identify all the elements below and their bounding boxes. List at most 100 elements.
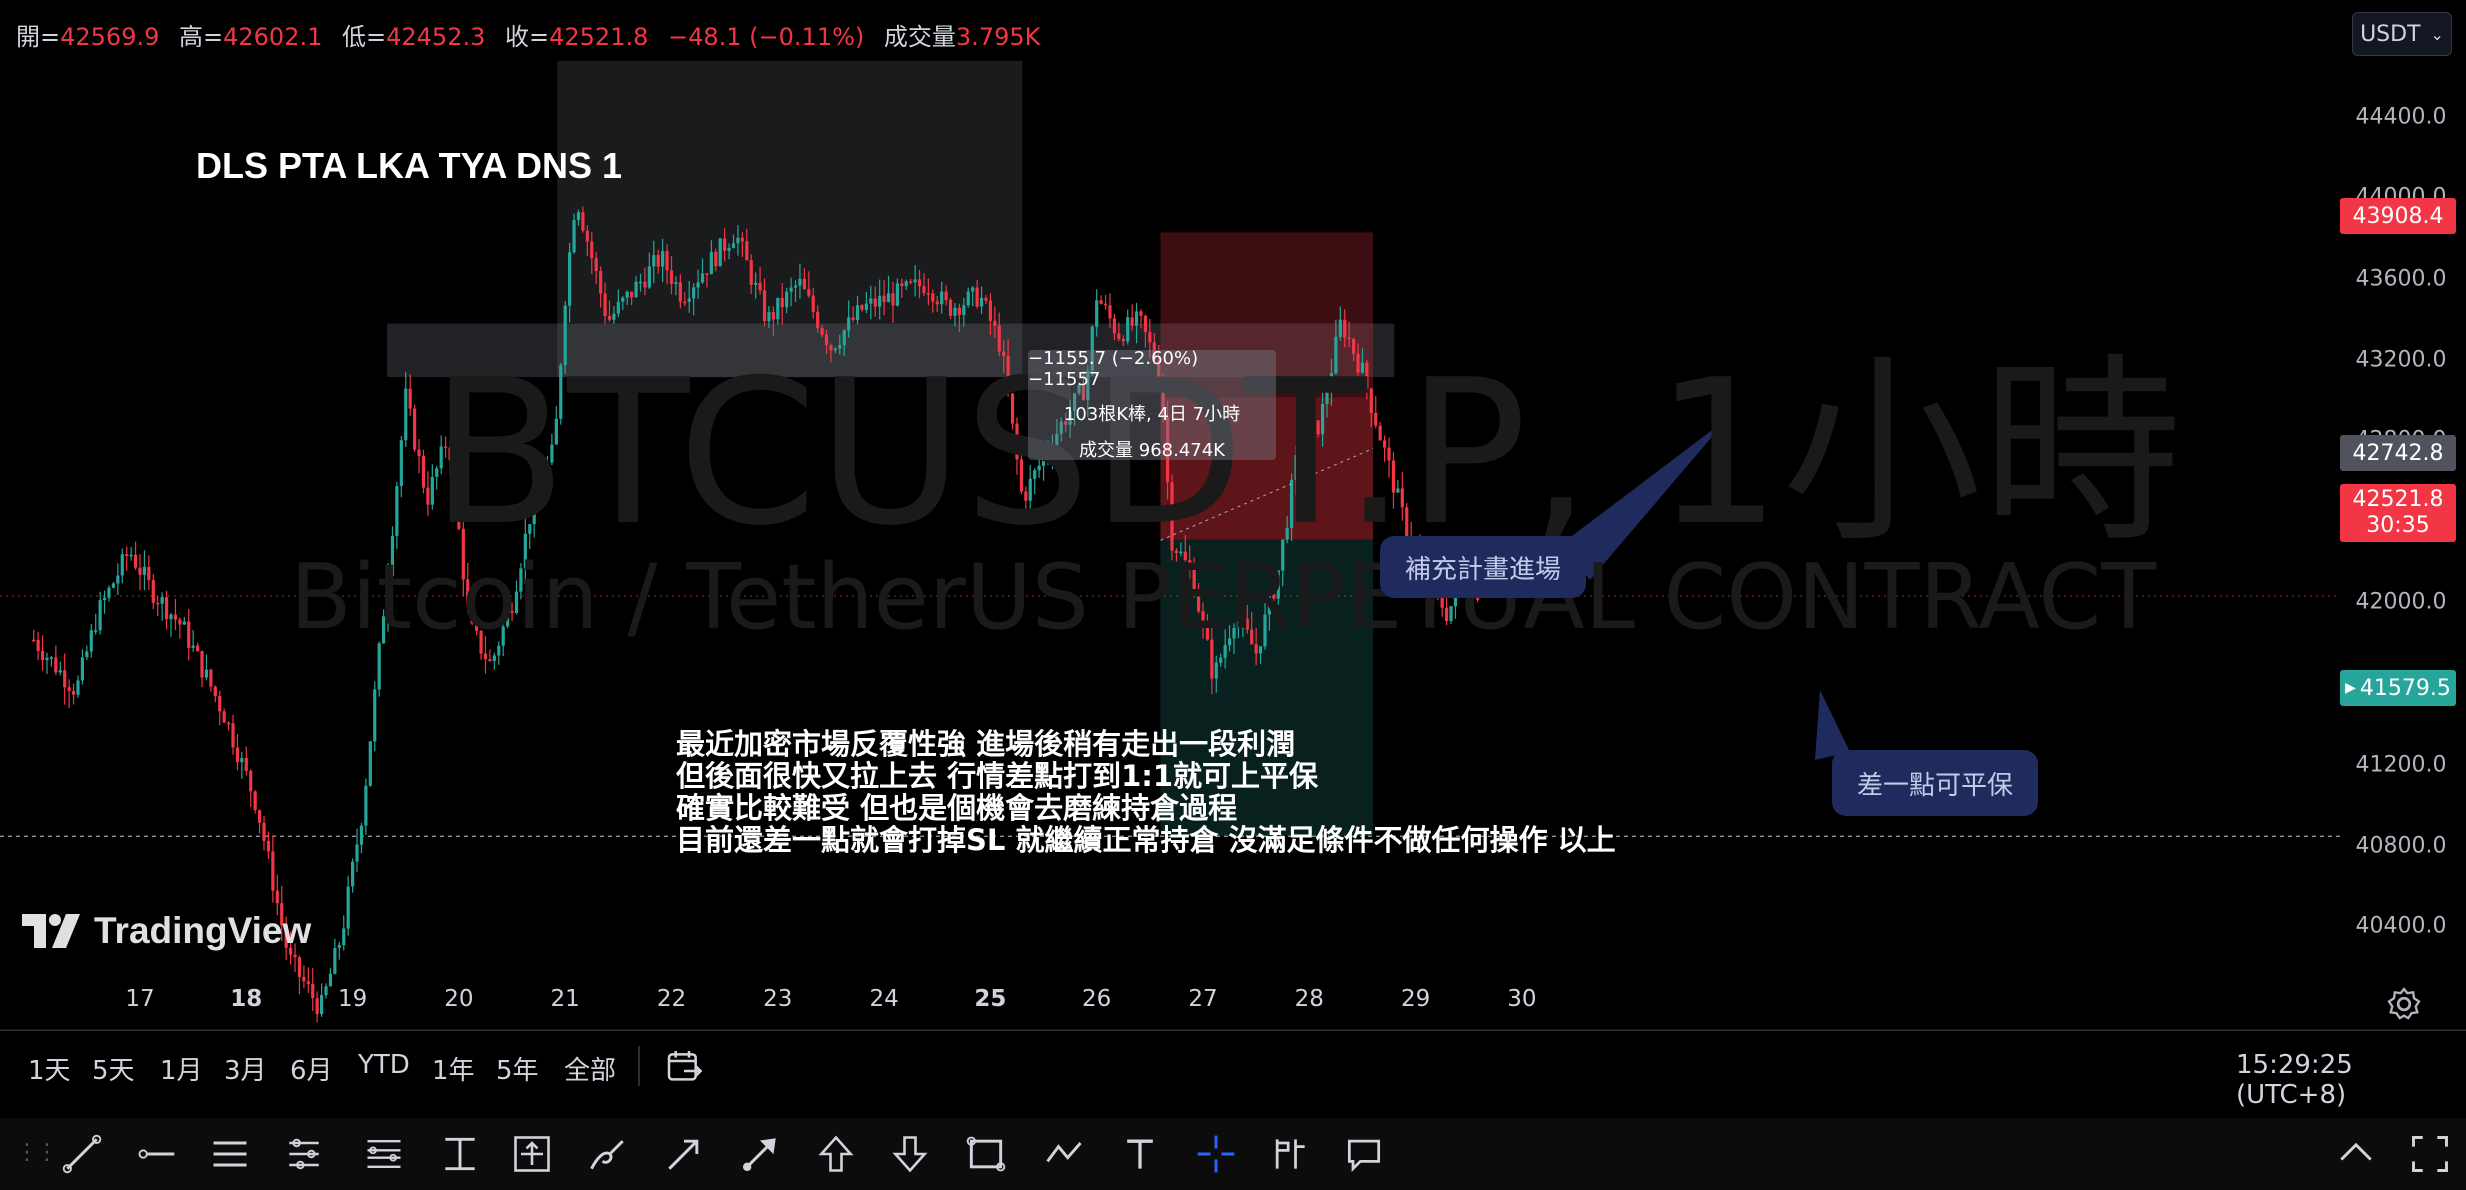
range-button[interactable]: 6月 xyxy=(290,1056,333,1086)
range-button[interactable]: 5年 xyxy=(496,1056,539,1086)
candle-body xyxy=(886,293,891,303)
range-divider xyxy=(638,1046,640,1086)
candle xyxy=(931,289,935,313)
candle-body xyxy=(111,583,116,588)
gear-icon[interactable] xyxy=(2384,984,2424,1024)
candle xyxy=(288,931,293,965)
trend-line-tool[interactable] xyxy=(58,1130,106,1178)
entry-callout[interactable]: 補充計畫進場 xyxy=(1380,536,1586,598)
candle-body xyxy=(1369,388,1373,413)
candle-body xyxy=(1019,459,1024,492)
candle-body xyxy=(125,554,129,556)
candle xyxy=(204,654,209,681)
candle xyxy=(1041,452,1046,481)
candle xyxy=(935,296,939,312)
candle-body xyxy=(1139,311,1143,316)
chart-title: DLS PTA LKA TYA DNS 1 xyxy=(196,145,623,186)
price-axis-label: 43600.0 xyxy=(2355,266,2447,292)
path-tool[interactable] xyxy=(1040,1130,1088,1178)
candle-body xyxy=(306,981,310,984)
candle xyxy=(125,546,129,571)
candle-body xyxy=(984,297,988,301)
candle-body xyxy=(209,669,213,687)
rectangle-tool[interactable] xyxy=(962,1130,1010,1178)
candle xyxy=(820,325,824,338)
candle-body xyxy=(705,273,709,275)
candle-body xyxy=(988,300,992,321)
drag-handle-icon[interactable]: ⋮⋮ xyxy=(16,1140,58,1165)
long-position-tool[interactable] xyxy=(436,1130,484,1178)
pitchfork-tool[interactable] xyxy=(280,1130,328,1178)
candle-body xyxy=(408,388,412,409)
candle xyxy=(847,300,851,338)
range-button[interactable]: 5天 xyxy=(92,1056,135,1086)
price-range-tool[interactable] xyxy=(508,1130,556,1178)
candle xyxy=(740,232,744,258)
candle xyxy=(807,271,811,298)
candle xyxy=(727,243,731,260)
candle xyxy=(833,347,837,354)
candle xyxy=(1081,371,1086,401)
candle xyxy=(1170,474,1174,561)
candle-body xyxy=(1281,539,1285,571)
candle-body xyxy=(780,297,784,308)
candle-body xyxy=(550,444,554,463)
range-button[interactable]: 全部 xyxy=(564,1056,617,1086)
candle-body xyxy=(1210,639,1214,679)
date-range-icon[interactable] xyxy=(664,1046,704,1086)
candle-body xyxy=(568,252,572,306)
candle-body xyxy=(1360,362,1365,373)
candle-body xyxy=(1329,373,1334,393)
price-chart[interactable] xyxy=(0,0,2466,1030)
candle xyxy=(971,286,975,307)
candle-body xyxy=(607,315,612,320)
candle-body xyxy=(532,486,536,525)
candle xyxy=(76,675,80,698)
chevron-up-icon[interactable] xyxy=(2334,1132,2378,1176)
text-tool[interactable] xyxy=(1116,1130,1164,1178)
candle-body xyxy=(922,286,926,294)
candle xyxy=(195,642,200,652)
candle-body xyxy=(740,237,744,242)
candle xyxy=(368,740,372,787)
candle xyxy=(891,281,895,323)
candle-body xyxy=(833,348,837,351)
arrow-up-tool[interactable] xyxy=(812,1130,860,1178)
candle xyxy=(492,652,496,670)
parallel-channel-tool[interactable] xyxy=(206,1130,254,1178)
arrow-down-tool[interactable] xyxy=(886,1130,934,1178)
candle xyxy=(882,280,886,316)
range-button[interactable]: 1天 xyxy=(28,1056,71,1086)
clock[interactable]: 15:29:25 (UTC+8) xyxy=(2236,1050,2353,1110)
open-value: 42569.9 xyxy=(60,23,160,51)
candle xyxy=(1108,293,1112,329)
comment-tool[interactable] xyxy=(1340,1130,1388,1178)
anchored-vwap-tool[interactable] xyxy=(1266,1130,1314,1178)
range-button[interactable]: 1年 xyxy=(432,1056,475,1086)
candle-body xyxy=(94,630,98,632)
candle xyxy=(439,435,443,475)
name-watermark: Bitcoin / TetherUS PERPETUAL CONTRACT xyxy=(290,545,2157,650)
range-button[interactable]: 3月 xyxy=(224,1056,267,1086)
candle xyxy=(842,328,846,356)
candle-body xyxy=(319,995,324,1015)
horizontal-ray-tool[interactable] xyxy=(132,1130,180,1178)
candle xyxy=(342,915,346,951)
arrow-tool[interactable] xyxy=(736,1130,784,1178)
range-button[interactable]: 1月 xyxy=(160,1056,203,1086)
candle xyxy=(107,585,111,602)
breakeven-callout[interactable]: 差一點可平保 xyxy=(1832,750,2038,816)
annotation-note[interactable]: 最近加密市場反覆性強 進場後稍有走出一段利潤 但後面很快又拉上去 行情差點打到1… xyxy=(676,728,1616,856)
candle xyxy=(599,266,603,308)
candle-body xyxy=(501,626,505,646)
crosshair-tool[interactable] xyxy=(1192,1130,1240,1178)
fib-retracement-tool[interactable] xyxy=(360,1130,408,1178)
time-axis-label: 26 xyxy=(1082,986,1112,1012)
range-button[interactable]: YTD xyxy=(358,1050,410,1080)
arrow-marker-tool[interactable] xyxy=(660,1130,708,1178)
currency-select[interactable]: USDT ⌄ xyxy=(2352,12,2452,56)
candle-body xyxy=(762,290,767,322)
brush-tool[interactable] xyxy=(584,1130,632,1178)
fullscreen-icon[interactable] xyxy=(2408,1132,2452,1176)
candle xyxy=(572,213,576,254)
